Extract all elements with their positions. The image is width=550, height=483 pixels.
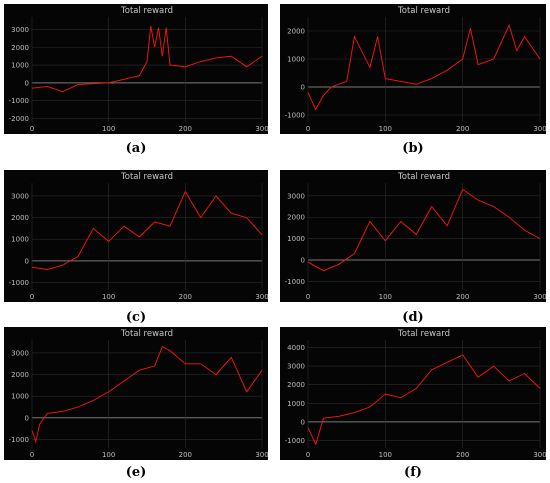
- x-tick-label: 0: [306, 125, 310, 133]
- y-tick-label: 1000: [11, 236, 29, 244]
- chart-title: Total reward: [397, 6, 450, 16]
- x-tick-label: 100: [379, 125, 392, 133]
- total-reward-line: [31, 25, 263, 93]
- chart-panel-b: Total reward -1000 0 1000 2000 0 100 200 300: [280, 4, 546, 134]
- x-tick-label: 200: [179, 125, 192, 133]
- x-tick-label: 200: [456, 293, 469, 301]
- y-tick-label: 2000: [287, 214, 305, 222]
- chart-title: Total reward: [397, 172, 450, 182]
- chart-panel-e: Total reward -1000 0 1000 2000 3000 0 100 200 300: [4, 327, 268, 460]
- x-tick-label: 200: [456, 451, 469, 459]
- x-tick-label: 100: [379, 293, 392, 301]
- total-reward-line: [31, 345, 263, 444]
- caption-e: (e): [125, 465, 147, 480]
- chart-title: Total reward: [120, 172, 173, 182]
- caption-b: (b): [402, 141, 424, 156]
- chart-panel-c: Total reward -1000 0 1000 2000 3000 0 100 200 300: [4, 170, 268, 302]
- y-tick-label: 1000: [287, 400, 305, 408]
- caption-d: (d): [402, 310, 424, 325]
- x-tick-label: 300: [533, 293, 546, 301]
- y-tick-label: 2000: [11, 214, 29, 222]
- x-tick-label: 0: [30, 451, 34, 459]
- y-tick-label: 0: [301, 257, 305, 265]
- y-tick-label: 2000: [11, 44, 29, 52]
- x-tick-label: 0: [306, 451, 310, 459]
- y-tick-label: -1000: [9, 97, 29, 105]
- x-tick-label: 300: [255, 451, 268, 459]
- chart-title: Total reward: [120, 329, 173, 339]
- total-reward-line: [307, 24, 541, 111]
- x-tick-label: 0: [30, 293, 34, 301]
- y-tick-label: 3000: [287, 363, 305, 371]
- x-tick-label: 300: [255, 293, 268, 301]
- x-tick-label: 200: [179, 293, 192, 301]
- y-tick-label: 1000: [11, 62, 29, 70]
- chart-title: Total reward: [120, 6, 173, 16]
- x-tick-label: 300: [533, 451, 546, 459]
- y-tick-label: 0: [301, 84, 305, 92]
- x-tick-label: 200: [456, 125, 469, 133]
- chart-background: [280, 4, 546, 134]
- y-tick-label: 3000: [11, 192, 29, 200]
- x-tick-label: 300: [533, 125, 546, 133]
- y-tick-label: 1000: [287, 56, 305, 64]
- chart-title: Total reward: [397, 329, 450, 339]
- chart-background: [280, 327, 546, 460]
- y-tick-label: -1000: [285, 112, 305, 120]
- y-tick-label: 0: [25, 414, 29, 422]
- x-tick-label: 0: [306, 293, 310, 301]
- y-tick-label: 2000: [287, 381, 305, 389]
- y-tick-label: -1000: [285, 437, 305, 445]
- y-tick-label: -1000: [285, 278, 305, 286]
- y-tick-label: 1000: [11, 393, 29, 401]
- y-tick-label: -1000: [9, 436, 29, 444]
- y-tick-label: 1000: [287, 235, 305, 243]
- y-tick-label: 3000: [287, 192, 305, 200]
- caption-a: (a): [125, 141, 147, 156]
- chart-panel-a: Total reward -2000 -1000 0 1000 2000 3000 0 100 2…: [4, 4, 268, 134]
- y-tick-label: 4000: [287, 344, 305, 352]
- y-tick-label: 3000: [11, 349, 29, 357]
- chart-panel-d: Total reward -1000 0 1000 2000 3000 0 100 200 300: [280, 170, 546, 302]
- x-tick-label: 100: [379, 451, 392, 459]
- x-tick-label: 100: [102, 125, 115, 133]
- y-tick-label: 0: [25, 257, 29, 265]
- x-tick-label: 0: [30, 125, 34, 133]
- y-tick-label: 2000: [11, 371, 29, 379]
- total-reward-line: [31, 190, 263, 270]
- y-tick-label: 0: [301, 418, 305, 426]
- x-tick-label: 100: [102, 293, 115, 301]
- caption-f: (f): [404, 465, 422, 480]
- total-reward-line: [307, 188, 541, 272]
- chart-panel-f: Total reward -1000 0 1000 2000 3000 4000 0 100 20…: [280, 327, 546, 460]
- chart-background: [4, 4, 268, 134]
- y-tick-label: -2000: [9, 115, 29, 123]
- total-reward-line: [307, 354, 541, 446]
- chart-background: [4, 327, 268, 460]
- chart-background: [4, 170, 268, 302]
- chart-a: Total reward -2000 -1000 0 1000 2000 3000 0 100 2…: [4, 4, 268, 134]
- x-tick-label: 100: [102, 451, 115, 459]
- y-tick-label: 3000: [11, 26, 29, 34]
- x-tick-label: 300: [255, 125, 268, 133]
- caption-c: (c): [125, 310, 147, 325]
- y-tick-label: 2000: [287, 28, 305, 36]
- chart-background: [280, 170, 546, 302]
- y-tick-label: 0: [25, 79, 29, 87]
- y-tick-label: -1000: [9, 279, 29, 287]
- x-tick-label: 200: [179, 451, 192, 459]
